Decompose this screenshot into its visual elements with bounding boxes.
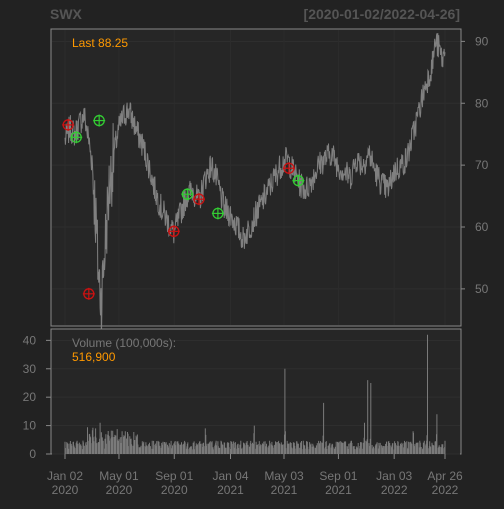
x-tick-label-date: Jan 03: [376, 469, 412, 483]
price-tick-label: 60: [475, 220, 489, 234]
chart-title-symbol: SWX: [50, 6, 83, 22]
x-tick-label-year: 2020: [106, 483, 133, 497]
volume-tick-label: 0: [29, 447, 36, 461]
volume-last-value: 516,900: [72, 350, 116, 364]
x-tick-label-year: 2022: [432, 483, 459, 497]
x-tick-label-year: 2021: [271, 483, 298, 497]
buy-signal: [292, 174, 305, 187]
sell-signal: [282, 162, 295, 175]
sell-signal: [167, 225, 180, 238]
sell-signal: [193, 193, 206, 206]
price-gridlines: [52, 40, 460, 290]
x-tick-label-year: 2021: [217, 483, 244, 497]
price-tick-label: 90: [475, 34, 489, 48]
sell-signal: [82, 287, 95, 300]
x-tick-label-year: 2020: [52, 483, 79, 497]
price-tick-label: 50: [475, 282, 489, 296]
price-series-line: [64, 33, 446, 339]
volume-axis-ticks: 0 10 20 30 40: [23, 333, 51, 461]
volume-tick-label: 10: [23, 419, 37, 433]
x-tick-label-date: May 03: [264, 469, 304, 483]
x-tick-label-date: Jan 04: [212, 469, 248, 483]
volume-bar-series: [64, 334, 446, 454]
chart-title-date-range: [2020-01-02/2022-04-26]: [304, 6, 460, 22]
last-price-label: Last 88.25: [72, 36, 128, 50]
x-tick-label-date: Sep 01: [319, 469, 357, 483]
volume-tick-label: 40: [23, 333, 37, 347]
volume-label: Volume (100,000s):: [72, 336, 176, 350]
buy-signal: [211, 207, 224, 220]
x-tick-label-date: May 01: [99, 469, 139, 483]
trade-signals: [62, 114, 305, 300]
price-tick-label: 70: [475, 158, 489, 172]
buy-signal: [93, 114, 106, 127]
x-tick-label-year: 2020: [161, 483, 188, 497]
x-tick-label-date: Sep 01: [155, 469, 193, 483]
volume-bars: [64, 334, 446, 454]
buy-signal: [181, 188, 194, 201]
volume-tick-label: 20: [23, 390, 37, 404]
x-tick-label-year: 2021: [325, 483, 352, 497]
volume-tick-label: 30: [23, 362, 37, 376]
x-tick-label-date: Jan 02: [47, 469, 83, 483]
volume-panel-frame: [50, 328, 462, 455]
x-tick-label-date: Apr 26: [427, 469, 463, 483]
price-tick-label: 80: [475, 96, 489, 110]
x-tick-label-year: 2022: [381, 483, 408, 497]
price-axis-ticks: 50 60 70 80 90: [461, 34, 489, 296]
x-gridlines: [64, 30, 446, 325]
sell-signal: [62, 118, 75, 131]
buy-signal: [70, 131, 83, 144]
